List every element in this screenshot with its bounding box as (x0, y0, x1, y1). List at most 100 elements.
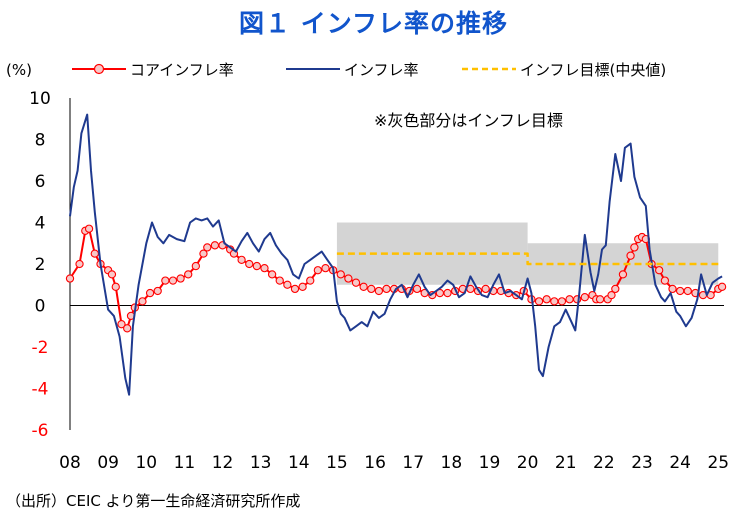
y-tick-label: 10 (29, 89, 51, 109)
x-tick-label: 16 (364, 453, 386, 473)
x-tick-label: 11 (174, 453, 196, 473)
y-unit-label: (%) (6, 61, 32, 79)
series-point (161, 276, 170, 285)
series-point (145, 288, 155, 298)
series-point (321, 263, 330, 273)
series-point (412, 284, 422, 294)
series-point (260, 263, 269, 273)
series-point (607, 290, 616, 300)
series-layer (65, 113, 727, 396)
series-point (176, 274, 185, 283)
series-point (75, 259, 84, 269)
series-point (367, 284, 376, 294)
x-tick-label: 10 (135, 453, 157, 473)
series-point (252, 261, 262, 271)
series-point (237, 255, 246, 264)
series-point (351, 278, 361, 287)
x-tick-label: 22 (593, 453, 615, 473)
series-point (184, 270, 193, 279)
series-point (117, 320, 126, 329)
series-point (336, 270, 345, 279)
x-tick-label: 21 (555, 453, 577, 473)
series-point (298, 282, 307, 291)
series-point (668, 284, 677, 294)
x-tick-label: 24 (669, 453, 691, 473)
series-point (374, 286, 384, 296)
series-point (443, 288, 452, 298)
axes (69, 98, 724, 430)
source-note: （出所）CEIC より第一生命経済研究所作成 (6, 492, 301, 510)
target-annotation: ※灰色部分はインフレ目標 (374, 111, 563, 130)
series-point (660, 276, 670, 285)
series-point (675, 286, 685, 296)
series-point (123, 324, 132, 333)
series-point (168, 276, 178, 285)
series-point (203, 243, 212, 252)
series-point (84, 224, 94, 233)
y-tick-labels: -6 -4 -2 0 2 4 6 8 10 (29, 89, 51, 441)
x-tick-label: 20 (517, 453, 539, 473)
series-point (542, 295, 551, 304)
series-point (717, 282, 727, 291)
series-point (90, 249, 99, 258)
series-point (210, 241, 220, 250)
x-tick-label: 23 (631, 453, 653, 473)
series-point (618, 270, 628, 279)
series-point (611, 284, 620, 294)
series-point (199, 249, 208, 258)
series-point (245, 259, 254, 269)
legend-label-target: インフレ目標(中央値) (520, 61, 666, 79)
series-point (267, 270, 277, 279)
series-point (306, 276, 315, 285)
series-point (191, 261, 200, 271)
y-tick-label: -2 (32, 338, 49, 358)
series-point (313, 266, 323, 275)
x-tick-label: 17 (402, 453, 424, 473)
series-point (534, 297, 544, 306)
x-tick-label: 18 (441, 453, 463, 473)
series-point (275, 276, 284, 285)
x-tick-label: 14 (288, 453, 310, 473)
series-point (359, 282, 368, 291)
series-point (626, 251, 635, 260)
series-point (481, 284, 490, 294)
series-point (655, 266, 664, 275)
series-point (565, 295, 574, 304)
chart-title: 図１ インフレ率の推移 (239, 9, 508, 38)
x-tick-label: 15 (326, 453, 348, 473)
y-tick-label: 2 (35, 255, 46, 275)
y-tick-label: 0 (35, 297, 46, 317)
series-point (580, 293, 589, 302)
x-tick-label: 09 (97, 453, 119, 473)
y-tick-label: 4 (35, 214, 46, 234)
legend-label-core: コアインフレ率 (130, 61, 234, 79)
legend-marker-core (93, 63, 105, 75)
series-point (344, 274, 353, 283)
y-tick-label: 6 (35, 172, 46, 192)
series-point (683, 286, 692, 296)
series-point (107, 270, 117, 279)
series-point (382, 284, 391, 294)
x-tick-labels: 08 09 10 11 12 13 14 15 16 17 18 19 20 21 22 23 24 25 (59, 453, 729, 473)
series-point (595, 295, 605, 304)
series-point (65, 274, 75, 283)
x-tick-label: 19 (479, 453, 501, 473)
series-point (138, 297, 147, 306)
series-point (111, 282, 120, 291)
y-tick-label: -6 (32, 421, 49, 441)
x-tick-label: 08 (59, 453, 81, 473)
series-line-1 (69, 113, 723, 396)
x-tick-label: 13 (250, 453, 272, 473)
series-point (557, 297, 567, 306)
y-tick-label: 8 (35, 131, 46, 151)
series-point (550, 297, 559, 306)
x-tick-label: 12 (212, 453, 234, 473)
legend-label-headline: インフレ率 (344, 61, 419, 79)
series-point (153, 286, 162, 296)
legend: (%) コアインフレ率 インフレ率 インフレ目標(中央値) (6, 61, 666, 79)
series-point (290, 284, 300, 294)
x-tick-label: 25 (707, 453, 729, 473)
series-point (630, 243, 639, 252)
series-point (283, 280, 292, 289)
